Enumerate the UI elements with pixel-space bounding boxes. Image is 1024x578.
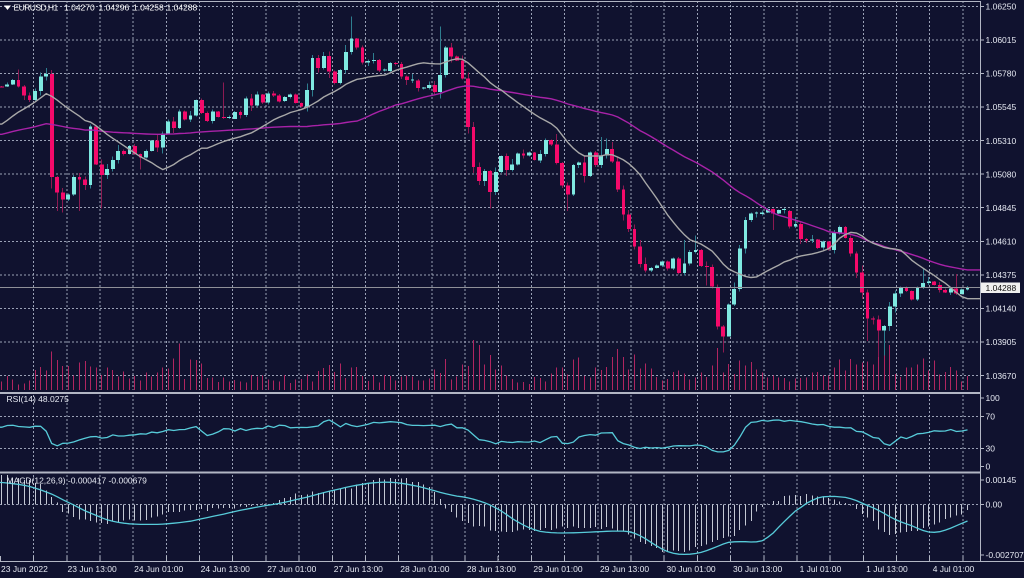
svg-text:29 Jun 13:00: 29 Jun 13:00 [600,564,649,574]
svg-text:1.05310: 1.05310 [986,136,1017,146]
svg-text:29 Jun 01:00: 29 Jun 01:00 [533,564,582,574]
svg-text:1.04288: 1.04288 [167,3,198,13]
svg-text:RSI(14) 48.0275: RSI(14) 48.0275 [7,394,70,404]
svg-text:0.00145: 0.00145 [986,475,1017,485]
svg-text:EURUSD,H1: EURUSD,H1 [14,3,59,13]
svg-text:24 Jun 13:00: 24 Jun 13:00 [201,564,250,574]
svg-text:23 Jun 2022: 23 Jun 2022 [1,564,48,574]
svg-text:1.04270: 1.04270 [64,3,95,13]
svg-text:1.05545: 1.05545 [986,102,1017,112]
svg-text:28 Jun 01:00: 28 Jun 01:00 [400,564,449,574]
svg-text:1.06250: 1.06250 [986,2,1017,12]
svg-text:1.04288: 1.04288 [986,283,1017,293]
svg-text:24 Jun 01:00: 24 Jun 01:00 [134,564,183,574]
svg-text:0: 0 [986,462,991,472]
svg-text:100: 100 [986,393,1000,403]
svg-text:1 Jul 13:00: 1 Jul 13:00 [866,564,908,574]
svg-text:MACD(12,26,9) -0.000417 -0.000: MACD(12,26,9) -0.000417 -0.000679 [7,476,148,486]
svg-text:1.04845: 1.04845 [986,203,1017,213]
svg-text:1.05080: 1.05080 [986,169,1017,179]
svg-text:1.06015: 1.06015 [986,35,1017,45]
svg-text:30 Jun 01:00: 30 Jun 01:00 [667,564,716,574]
svg-text:70: 70 [986,412,996,422]
svg-text:30 Jun 13:00: 30 Jun 13:00 [733,564,782,574]
svg-text:1.04296: 1.04296 [99,3,130,13]
svg-text:1.05780: 1.05780 [986,69,1017,79]
svg-text:23 Jun 13:00: 23 Jun 13:00 [68,564,117,574]
svg-text:1 Jul 01:00: 1 Jul 01:00 [800,564,842,574]
svg-text:0.00: 0.00 [986,500,1003,510]
svg-text:28 Jun 13:00: 28 Jun 13:00 [467,564,516,574]
svg-text:1.03905: 1.03905 [986,337,1017,347]
svg-text:1.03670: 1.03670 [986,371,1017,381]
svg-text:-0.002707: -0.002707 [986,550,1024,560]
svg-text:27 Jun 13:00: 27 Jun 13:00 [334,564,383,574]
svg-text:1.04258: 1.04258 [133,3,164,13]
svg-text:1.04610: 1.04610 [986,236,1017,246]
svg-text:27 Jun 01:00: 27 Jun 01:00 [267,564,316,574]
svg-text:30: 30 [986,444,996,454]
svg-text:1.04375: 1.04375 [986,270,1017,280]
svg-text:1.04140: 1.04140 [986,304,1017,314]
svg-text:4 Jul 01:00: 4 Jul 01:00 [933,564,975,574]
